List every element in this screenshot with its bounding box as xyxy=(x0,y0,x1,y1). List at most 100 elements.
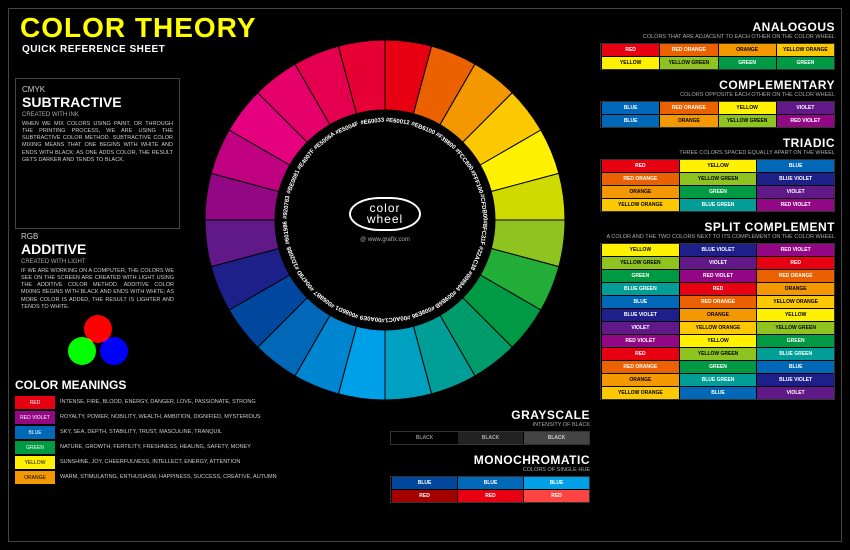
meaning-row: GREENNATURE, GROWTH, FERTILITY, FRESHNES… xyxy=(15,441,335,454)
scheme-grid: REDYELLOWBLUERED ORANGEYELLOW GREENBLUE … xyxy=(600,159,835,212)
color-chip: VIOLET xyxy=(757,186,834,198)
wheel-url: @ www.graflx.com xyxy=(360,237,410,243)
rgb-label: RGB xyxy=(21,232,174,241)
color-chip: GREEN xyxy=(602,270,679,282)
color-chip: BLUE xyxy=(757,160,834,172)
rgb-title: ADDITIVE xyxy=(21,241,174,257)
color-meanings: COLOR MEANINGS REDINTENSE, FIRE, BLOOD, … xyxy=(15,378,335,486)
meaning-row: RED VIOLETROYALTY, POWER, NOBILITY, WEAL… xyxy=(15,411,335,424)
meaning-chip: ORANGE xyxy=(15,471,55,484)
color-chip: BLUE xyxy=(757,361,834,373)
color-chip: BLUE xyxy=(392,477,457,489)
color-chip: ORANGE xyxy=(660,115,717,127)
color-chip: ORANGE xyxy=(757,283,834,295)
cmyk-section: CMYK SUBTRACTIVE CREATED WITH INK WHEN W… xyxy=(15,78,180,229)
color-chip: RED ORANGE xyxy=(660,102,717,114)
color-chip: BLUE VIOLET xyxy=(602,309,679,321)
color-chip: BLUE xyxy=(602,115,659,127)
mono-desc: COLORS OF SINGLE HUE xyxy=(390,467,590,473)
color-chip: YELLOW ORANGE xyxy=(680,322,757,334)
scheme-block: TRIADICTHREE COLORS SPACED EQUALLY APART… xyxy=(600,136,835,212)
color-chip: RED VIOLET xyxy=(757,244,834,256)
scheme-block: COMPLEMENTARYCOLORS OPPOSITE EACH OTHER … xyxy=(600,78,835,128)
scheme-grid: REDRED ORANGEORANGEYELLOW ORANGEYELLOWYE… xyxy=(600,43,835,70)
color-chip: RED xyxy=(458,490,523,502)
color-chip: RED xyxy=(392,490,457,502)
cmyk-circle xyxy=(68,190,96,218)
wheel-logo-bottom: wheel xyxy=(367,214,403,225)
grayscale-desc: INTENSITY OF BLACK xyxy=(390,422,590,428)
schemes-column: ANALOGOUSCOLORS THAT ARE ADJACENT TO EAC… xyxy=(600,20,835,408)
rgb-circle xyxy=(100,337,128,365)
cmyk-body: WHEN WE MIX COLORS USING PAINT, OR THROU… xyxy=(22,121,173,164)
color-chip: GREEN xyxy=(680,361,757,373)
scheme-block: SPLIT COMPLEMENTA COLOR AND THE TWO COLO… xyxy=(600,220,835,400)
color-chip: RED xyxy=(602,160,679,172)
scheme-title: TRIADIC xyxy=(600,136,835,150)
color-chip: YELLOW ORANGE xyxy=(777,44,834,56)
color-chip: YELLOW ORANGE xyxy=(602,199,679,211)
color-chip: YELLOW GREEN xyxy=(602,257,679,269)
scheme-title: ANALOGOUS xyxy=(600,20,835,34)
meaning-row: YELLOWSUNSHINE, JOY, CHEERFULNESS, INTEL… xyxy=(15,456,335,469)
rgb-circle xyxy=(68,337,96,365)
meaning-row: BLUE SKY, SEA, DEPTH, STABILITY, TRUST, M… xyxy=(15,426,335,439)
grayscale-title: GRAYSCALE xyxy=(390,408,590,422)
color-chip: RED xyxy=(757,257,834,269)
color-chip: VIOLET xyxy=(602,322,679,334)
color-chip: GREEN xyxy=(680,186,757,198)
scheme-desc: A COLOR AND THE TWO COLORS NEXT TO ITS C… xyxy=(600,234,835,240)
mono-scheme: MONOCHROMATIC COLORS OF SINGLE HUE BLUE B… xyxy=(390,453,590,503)
scheme-grid: YELLOWBLUE VIOLETRED VIOLETYELLOW GREENV… xyxy=(600,243,835,400)
meaning-text: SKY, SEA, DEPTH, STABILITY, TRUST, MASCU… xyxy=(60,429,222,435)
color-chip: RED VIOLET xyxy=(602,335,679,347)
scheme-desc: COLORS THAT ARE ADJACENT TO EACH OTHER O… xyxy=(600,34,835,40)
color-chip: BLUE GREEN xyxy=(680,374,757,386)
cmyk-circle xyxy=(100,190,128,218)
cmyk-label: CMYK xyxy=(22,85,173,94)
cmyk-subtitle: CREATED WITH INK xyxy=(22,112,173,118)
scheme-block: ANALOGOUSCOLORS THAT ARE ADJACENT TO EAC… xyxy=(600,20,835,70)
color-chip: RED ORANGE xyxy=(602,173,679,185)
color-chip: YELLOW xyxy=(680,160,757,172)
color-chip: RED ORANGE xyxy=(680,296,757,308)
meaning-chip: RED xyxy=(15,396,55,409)
wheel-center: color wheel @ www.graflx.com xyxy=(325,160,445,280)
color-chip: YELLOW xyxy=(757,309,834,321)
mono-title: MONOCHROMATIC xyxy=(390,453,590,467)
color-chip: BLUE xyxy=(602,102,659,114)
color-chip: RED xyxy=(602,44,659,56)
color-chip: BLACK xyxy=(392,432,457,444)
color-chip: YELLOW xyxy=(680,335,757,347)
scheme-desc: THREE COLORS SPACED EQUALLY APART ON THE… xyxy=(600,150,835,156)
scheme-title: SPLIT COMPLEMENT xyxy=(600,220,835,234)
scheme-title: COMPLEMENTARY xyxy=(600,78,835,92)
color-chip: YELLOW GREEN xyxy=(719,115,776,127)
color-chip: BLACK xyxy=(524,432,589,444)
wheel-logo: color wheel xyxy=(349,197,421,231)
cmyk-title: SUBTRACTIVE xyxy=(22,94,173,110)
meaning-row: ORANGE WARM, STIMULATING, ENTHUSIASM, HAP… xyxy=(15,471,335,484)
color-chip: RED xyxy=(680,283,757,295)
color-chip: BLUE VIOLET xyxy=(757,374,834,386)
color-chip: RED xyxy=(602,348,679,360)
color-chip: BLUE xyxy=(524,477,589,489)
color-chip: GREEN xyxy=(777,57,834,69)
rgb-venn xyxy=(68,315,128,365)
color-chip: BLUE GREEN xyxy=(757,348,834,360)
color-chip: GREEN xyxy=(719,57,776,69)
color-wheel: #E60012#EB6100#F39800#FCC800#FFF100#CFDB… xyxy=(205,40,565,400)
meaning-text: WARM, STIMULATING, ENTHUSIASM, HAPPINESS… xyxy=(60,474,277,480)
color-chip: YELLOW GREEN xyxy=(757,322,834,334)
color-chip: ORANGE xyxy=(602,186,679,198)
color-chip: YELLOW xyxy=(719,102,776,114)
color-chip: YELLOW xyxy=(602,244,679,256)
color-chip: ORANGE xyxy=(680,309,757,321)
meaning-chip: BLUE xyxy=(15,426,55,439)
meaning-text: NATURE, GROWTH, FERTILITY, FRESHNESS, HE… xyxy=(60,444,251,450)
meanings-title: COLOR MEANINGS xyxy=(15,378,335,392)
meaning-chip: RED VIOLET xyxy=(15,411,55,424)
color-chip: BLUE xyxy=(680,387,757,399)
scheme-desc: COLORS OPPOSITE EACH OTHER ON THE COLOR … xyxy=(600,92,835,98)
color-chip: YELLOW ORANGE xyxy=(757,296,834,308)
